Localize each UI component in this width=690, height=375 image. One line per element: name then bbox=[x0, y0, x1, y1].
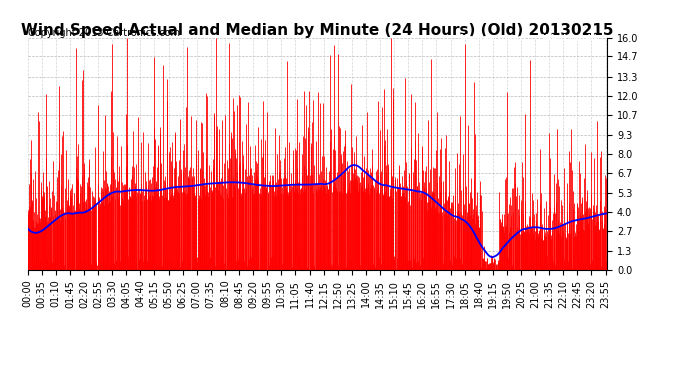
Title: Wind Speed Actual and Median by Minute (24 Hours) (Old) 20130215: Wind Speed Actual and Median by Minute (… bbox=[21, 22, 613, 38]
Text: Median (mph): Median (mph) bbox=[460, 34, 526, 43]
Text: Wind (mph): Wind (mph) bbox=[542, 34, 597, 43]
Text: Copyright 2013 Cartronics.com: Copyright 2013 Cartronics.com bbox=[28, 28, 179, 38]
